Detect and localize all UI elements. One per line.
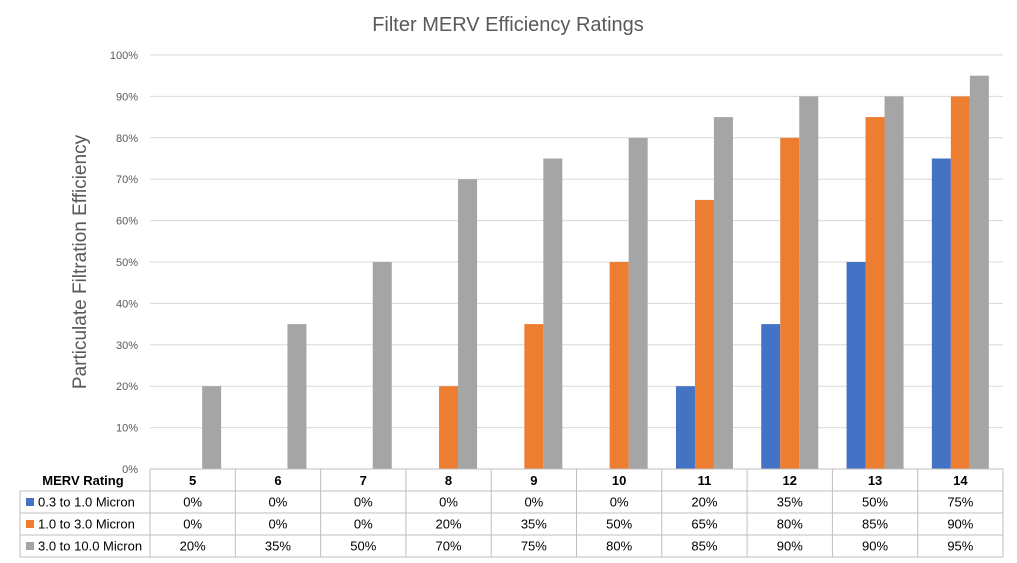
- data-label: 35%: [777, 495, 803, 510]
- legend-key: [26, 542, 34, 550]
- data-label: 0%: [269, 517, 288, 532]
- bar: [950, 96, 970, 470]
- x-category-label: 9: [530, 473, 537, 488]
- y-tick-label: 100%: [110, 50, 138, 62]
- legend-key: [26, 520, 34, 528]
- data-label: 50%: [606, 517, 632, 532]
- legend-key: [26, 498, 34, 506]
- data-label: 0%: [354, 495, 373, 510]
- bar: [372, 262, 392, 469]
- legend-label: 1.0 to 3.0 Micron: [38, 517, 135, 532]
- data-label: 85%: [691, 539, 717, 554]
- legend-label: 3.0 to 10.0 Micron: [38, 539, 142, 554]
- bar: [524, 324, 544, 469]
- x-category-label: 5: [189, 473, 196, 488]
- y-tick-label: 0%: [122, 464, 138, 476]
- data-label: 90%: [862, 539, 888, 554]
- data-label: 0%: [439, 495, 458, 510]
- y-tick-label: 20%: [116, 381, 138, 393]
- y-tick-label: 70%: [116, 174, 138, 186]
- x-category-label: 6: [274, 473, 281, 488]
- data-label: 50%: [862, 495, 888, 510]
- bar: [675, 386, 695, 469]
- x-category-label: 14: [953, 473, 968, 488]
- x-category-label: 13: [868, 473, 882, 488]
- bar: [799, 96, 819, 470]
- data-label: 0%: [610, 495, 629, 510]
- bar: [931, 158, 951, 469]
- y-axis-ticks: 0% 10% 20% 30% 40% 50% 60% 70% 80% 90% 100%: [110, 50, 138, 476]
- y-tick-label: 10%: [116, 423, 138, 435]
- data-label: 75%: [947, 495, 973, 510]
- data-label: 0%: [183, 495, 202, 510]
- data-label: 0%: [524, 495, 543, 510]
- chart-title: Filter MERV Efficiency Ratings: [372, 14, 644, 36]
- bar: [609, 262, 629, 469]
- data-label: 35%: [265, 539, 291, 554]
- data-label: 80%: [606, 539, 632, 554]
- x-category-label: 11: [698, 473, 712, 488]
- table-header-label: MERV Rating: [42, 473, 123, 488]
- data-label: 95%: [947, 539, 973, 554]
- data-label: 20%: [180, 539, 206, 554]
- bar: [202, 386, 222, 469]
- bar: [846, 262, 866, 469]
- data-label: 35%: [521, 517, 547, 532]
- data-label: 20%: [436, 517, 462, 532]
- bar: [439, 386, 459, 469]
- y-tick-label: 60%: [116, 216, 138, 228]
- data-label: 0%: [354, 517, 373, 532]
- y-axis-label: Particulate Filtration Efficiency: [70, 134, 91, 389]
- x-category-label: 7: [360, 473, 367, 488]
- bar: [458, 179, 478, 469]
- bar: [780, 137, 800, 470]
- bar: [713, 117, 733, 469]
- data-table: MERV Rating 5 6 7 8 9 10 11 12 13 14 0.3 to 1.0 Mi…: [19, 468, 1004, 558]
- y-tick-label: 90%: [116, 91, 138, 103]
- bar: [884, 96, 904, 470]
- data-label: 70%: [436, 539, 462, 554]
- y-tick-label: 30%: [116, 340, 138, 352]
- bar: [865, 117, 885, 469]
- data-label: 20%: [691, 495, 717, 510]
- y-tick-label: 40%: [116, 298, 138, 310]
- data-label: 75%: [521, 539, 547, 554]
- data-label: 90%: [947, 517, 973, 532]
- data-label: 80%: [777, 517, 803, 532]
- bar: [969, 75, 989, 469]
- bar: [543, 158, 563, 469]
- data-label: 50%: [350, 539, 376, 554]
- bar: [628, 137, 648, 470]
- x-category-label: 12: [783, 473, 797, 488]
- y-tick-label: 50%: [116, 257, 138, 269]
- x-category-label: 10: [612, 473, 626, 488]
- legend-label: 0.3 to 1.0 Micron: [38, 495, 135, 510]
- data-label: 85%: [862, 517, 888, 532]
- data-label: 0%: [269, 495, 288, 510]
- bar: [287, 324, 307, 469]
- data-label: 0%: [183, 517, 202, 532]
- bars: [202, 75, 989, 470]
- data-label: 90%: [777, 539, 803, 554]
- bar: [694, 199, 714, 469]
- x-category-label: 8: [445, 473, 452, 488]
- bar: [761, 324, 781, 469]
- data-label: 65%: [691, 517, 717, 532]
- y-tick-label: 80%: [116, 133, 138, 145]
